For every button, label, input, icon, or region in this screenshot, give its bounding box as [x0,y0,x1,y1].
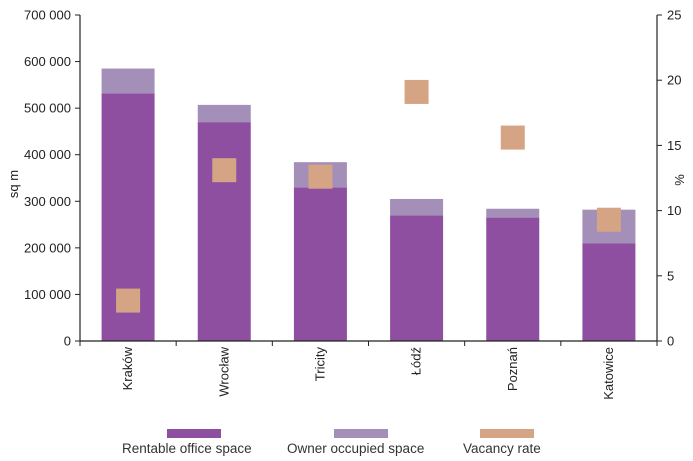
y2-tick-label-0: 0 [667,334,674,349]
y2-tick-label-4: 20 [667,73,681,88]
x-tick-label-2: Tricity [312,347,327,382]
legend: Rentable office space Owner occupied spa… [0,424,693,458]
y-tick-label-1: 100 000 [24,287,71,302]
y-tick-label-7: 700 000 [24,8,71,23]
x-tick-label-3: Łódź [409,347,424,375]
bar-rentable-5 [582,243,636,341]
y2-tick-label-1: 5 [667,268,674,283]
x-tick-label-5: Katowice [601,347,616,400]
y-tick-label-0: 0 [64,334,71,349]
y-axis-title: sq m [6,170,21,198]
vacancy-marker-0 [116,288,141,313]
y-tick-label-5: 500 000 [24,101,71,116]
vacancy-marker-3 [404,79,429,104]
y-tick-label-6: 600 000 [24,54,71,69]
x-tick-label-1: Wrocław [216,346,231,396]
y-tick-label-2: 200 000 [24,240,71,255]
legend-label-rentable: Rentable office space [122,441,252,456]
bar-owner-occupied-4 [486,208,540,218]
legend-label-vacancy: Vacancy rate [463,441,541,456]
vacancy-marker-2 [308,164,333,189]
y-tick-label-4: 400 000 [24,147,71,162]
legend-label-owner-occupied: Owner occupied space [287,441,425,456]
x-tick-label-0: Kraków [120,346,135,390]
chart-labels: 0 100 000 200 000 300 000 400 000 500 000 600 … [6,8,687,400]
x-tick-label-4: Poznań [505,347,520,391]
bar-owner-occupied-1 [197,104,251,123]
y2-tick-label-3: 15 [667,138,681,153]
vacancy-marker-5 [596,207,621,232]
vacancy-marker-4 [500,125,525,150]
legend-swatch-rentable [167,429,221,438]
chart-axes [75,14,662,346]
y2-tick-label-5: 25 [667,8,681,23]
bar-rentable-2 [293,187,347,341]
bar-rentable-3 [390,215,444,341]
legend-swatch-vacancy [480,429,534,438]
y-tick-label-3: 300 000 [24,194,71,209]
bar-owner-occupied-3 [390,198,444,216]
bar-rentable-4 [486,217,540,341]
vacancy-marker-1 [212,158,237,183]
bar-rentable-1 [197,122,251,341]
chart-marks [101,68,636,342]
bar-owner-occupied-0 [101,68,155,94]
y2-tick-label-2: 10 [667,203,681,218]
legend-swatch-owner-occupied [334,429,388,438]
y2-axis-title: % [672,174,687,186]
